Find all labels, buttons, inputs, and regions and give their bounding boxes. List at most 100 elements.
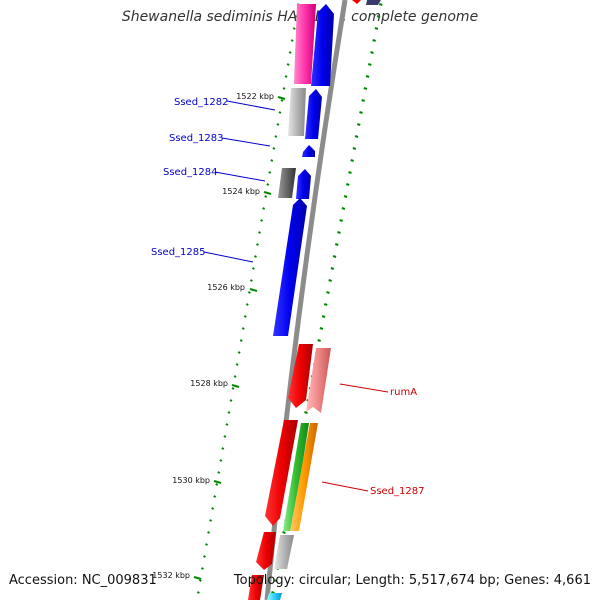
gc-skew-dash: [378, 3, 383, 6]
leader-ssed-1284: [214, 171, 266, 182]
gc-skew-dash: [343, 195, 348, 198]
cds-ssed-1284[interactable]: [296, 169, 311, 199]
gc-skew-dash: [286, 63, 290, 66]
gc-skew-dash: [367, 63, 372, 66]
gc-skew-dash: [225, 423, 229, 426]
gc-skew-dash: [258, 231, 262, 234]
leader-ssed-1285: [203, 251, 254, 263]
gc-skew-dash: [280, 99, 284, 102]
gc-skew-dash: [270, 159, 274, 162]
gc-skew-dash: [221, 447, 225, 450]
gc-skew-dash: [376, 15, 381, 18]
gc-skew-dash: [323, 303, 328, 306]
reverse-strand-features: [248, 0, 381, 600]
gc-skew-dash: [209, 519, 213, 522]
gc-skew-dash: [274, 135, 278, 138]
gc-skew-dash: [243, 315, 247, 318]
scale-label-1528: 1528 kbp: [190, 379, 228, 388]
cds-rumA[interactable]: [306, 348, 331, 413]
gc-skew-dash: [196, 591, 200, 594]
gc-skew-dash: [272, 147, 276, 150]
leader-ssed-1282: [226, 100, 276, 111]
gc-skew-dash: [231, 387, 235, 390]
gc-skew-dash: [354, 135, 359, 138]
gc-skew-dash: [217, 471, 221, 474]
gc-skew-dash: [276, 123, 280, 126]
gc-skew-dash: [352, 147, 357, 150]
gc-skew-dash: [219, 459, 223, 462]
gc-skew-dash: [326, 291, 330, 294]
gc-skew-dash: [317, 339, 321, 342]
gc-skew-dash: [284, 75, 288, 78]
gc-skew-dash: [211, 507, 215, 510]
gene-label-ssed-1284[interactable]: Ssed_1284: [163, 167, 218, 178]
gc-skew-dash: [359, 111, 363, 114]
gc-skew-dash: [334, 243, 339, 246]
gc-skew-dash: [328, 279, 332, 282]
gc-skew-dash: [374, 27, 379, 30]
scale-label-1524: 1524 kbp: [222, 187, 260, 196]
gene-leader-lines: [203, 100, 389, 492]
gc-skew-dash: [330, 267, 335, 270]
gc-skew-dash: [350, 159, 354, 162]
gc-skew-dash: [363, 87, 368, 90]
gc-skew-dash: [319, 327, 324, 330]
cds-ssed-1287[interactable]: [290, 423, 318, 531]
gc-skew-dash: [278, 111, 282, 114]
gc-skew-dash: [282, 531, 286, 534]
gene-label-ssed-1285[interactable]: Ssed_1285: [151, 247, 206, 258]
gc-skew-dash: [227, 411, 231, 414]
gc-skew-dash: [239, 339, 243, 342]
gc-skew-dash: [264, 195, 268, 198]
gene-label-rumA[interactable]: rumA: [390, 387, 417, 398]
gc-skew-dash: [233, 375, 237, 378]
gc-skew-dash: [321, 315, 326, 318]
gc-skew-dash: [356, 123, 361, 126]
cds-ssed-1285[interactable]: [273, 198, 307, 336]
cds-green[interactable]: [283, 423, 309, 531]
cds-dark-1524[interactable]: [278, 168, 296, 198]
cds-top-red[interactable]: [352, 0, 361, 4]
gc-skew-dash: [273, 579, 277, 582]
scale-tick-mark: [263, 191, 272, 195]
gc-skew-dash: [271, 591, 275, 594]
cds-ssed-1282[interactable]: [305, 89, 322, 139]
gc-skew-dash: [237, 351, 241, 354]
scale-tick-mark: [249, 288, 258, 292]
gc-skew-dash: [304, 411, 308, 414]
cds-top-navy[interactable]: [366, 0, 381, 5]
gene-label-ssed-1282[interactable]: Ssed_1282: [174, 97, 229, 108]
gc-skew-dash: [245, 303, 249, 306]
scale-tick-mark: [277, 96, 286, 100]
accession-label: Accession: NC_009831: [9, 573, 157, 588]
gc-skew-dash: [251, 267, 255, 270]
gene-label-ssed-1283[interactable]: Ssed_1283: [169, 133, 224, 144]
gc-skew-dash: [235, 363, 239, 366]
gc-skew-dash: [256, 243, 259, 246]
gc-skew-dash: [241, 327, 245, 330]
cds-red-1532[interactable]: [256, 532, 276, 570]
topology-label: Topology: circular; Length: 5,517,674 bp…: [233, 573, 591, 588]
cds-red-bottom[interactable]: [248, 575, 264, 600]
gc-skew-dash: [339, 219, 343, 222]
gc-skew-dash: [223, 435, 227, 438]
gc-skew-dash: [249, 279, 253, 282]
gene-labels: Ssed_1282 Ssed_1283 Ssed_1284 Ssed_1285 …: [151, 97, 425, 497]
cds-top-blue[interactable]: [311, 4, 334, 86]
gene-label-ssed-1287[interactable]: Ssed_1287: [370, 486, 425, 497]
gc-skew-dash: [254, 255, 257, 258]
cds-grey-1532[interactable]: [274, 535, 294, 569]
gc-skew-dash: [268, 171, 272, 174]
scale-label-1522: 1522 kbp: [236, 92, 274, 101]
gc-skew-dash: [292, 27, 296, 30]
leader-rumA: [339, 383, 389, 393]
gc-skew-dash: [365, 75, 370, 78]
cds-cyan-bottom[interactable]: [267, 593, 282, 600]
cds-pink[interactable]: [294, 4, 316, 84]
cds-ssed-1283[interactable]: [302, 145, 315, 157]
cds-grey-1522[interactable]: [288, 88, 306, 136]
cds-red-1528[interactable]: [288, 344, 313, 408]
scale-label-1532: 1532 kbp: [152, 571, 190, 580]
cds-red-1530[interactable]: [265, 420, 298, 526]
